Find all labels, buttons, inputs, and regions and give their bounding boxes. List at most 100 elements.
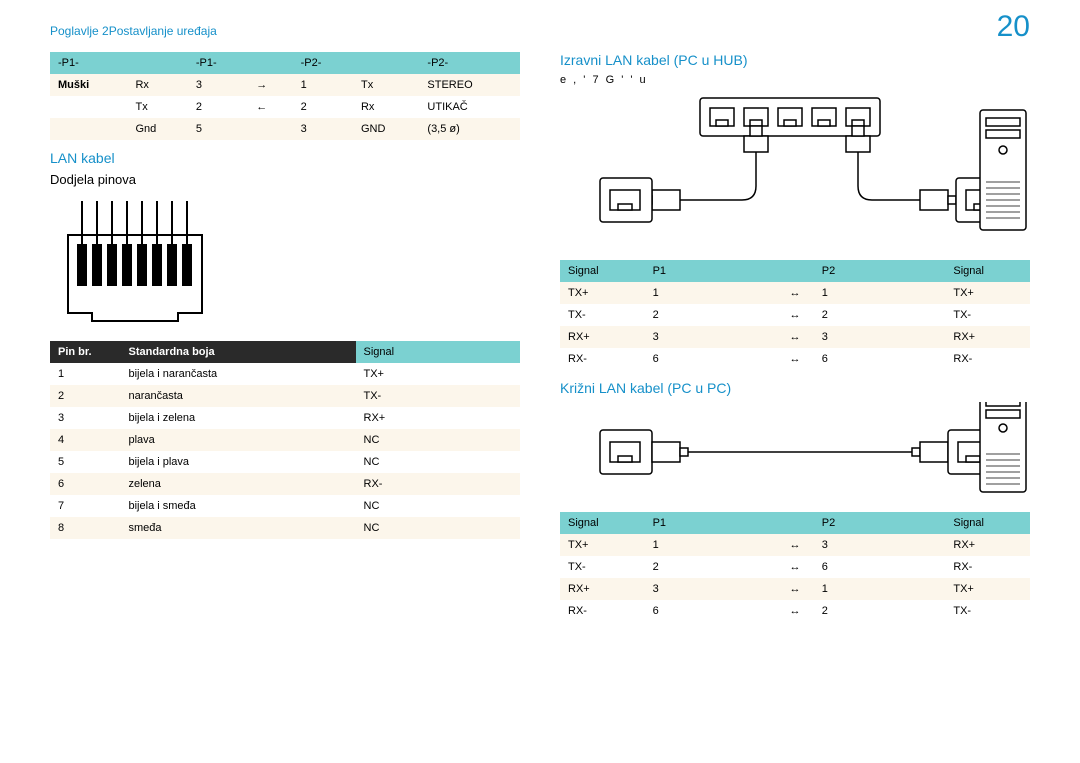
sig-cell: RX- <box>945 348 1030 370</box>
pin-table-body: 1bijela i narančastaTX+2narančastaTX-3bi… <box>50 363 520 539</box>
sig-cell: RX- <box>945 556 1030 578</box>
pin-cell: RX+ <box>356 407 521 429</box>
pin-cell: 7 <box>50 495 121 517</box>
toptable-cell <box>127 52 187 74</box>
sig-header: Signal <box>945 512 1030 534</box>
sig-cell: TX+ <box>945 578 1030 600</box>
pin-cell: RX- <box>356 473 521 495</box>
sig-cell: 3 <box>814 534 946 556</box>
toptable-cell: Muški <box>50 74 127 96</box>
sig-header: P1 <box>645 512 777 534</box>
pin-cell: 6 <box>50 473 121 495</box>
signal-col-header: Signal <box>356 341 521 363</box>
toptable-cell: (3,5 ø) <box>419 118 520 140</box>
pin-cell: narančasta <box>121 385 356 407</box>
toptable-cell: -P1- <box>50 52 127 74</box>
sig-cell: ↔ <box>776 556 814 578</box>
pin-table: Pin br. Standardna boja Signal 1bijela i… <box>50 341 520 539</box>
toptable-cell: 3 <box>188 74 248 96</box>
pin-cell: 2 <box>50 385 121 407</box>
pin-cell: NC <box>356 517 521 539</box>
page-number: 20 <box>997 10 1030 44</box>
sig-cell: 3 <box>645 326 777 348</box>
chapter-title: Poglavlje 2Postavljanje uređaja <box>50 24 217 38</box>
sig-cell: ↔ <box>776 304 814 326</box>
pin-cell: 5 <box>50 451 121 473</box>
direct-headers: SignalP1P2Signal <box>560 260 1030 282</box>
toptable-cell <box>248 52 292 74</box>
sig-cell: RX+ <box>945 534 1030 556</box>
direct-body: TX+1↔1TX+TX-2↔2TX-RX+3↔3RX+RX-6↔6RX- <box>560 282 1030 370</box>
sig-cell: ↔ <box>776 326 814 348</box>
color-col-header: Standardna boja <box>121 341 356 363</box>
pin-cell: 4 <box>50 429 121 451</box>
toptable-cell: Tx <box>127 96 187 118</box>
sig-cell: RX+ <box>560 326 645 348</box>
toptable-cell: 2 <box>293 96 353 118</box>
sig-cell: RX+ <box>945 326 1030 348</box>
pin-cell: bijela i zelena <box>121 407 356 429</box>
sig-cell: RX- <box>560 348 645 370</box>
left-column: -P1--P1--P2--P2-MuškiRx3→1TxSTEREOTx2←2R… <box>50 52 520 622</box>
sig-cell: 3 <box>814 326 946 348</box>
direct-diagram <box>560 90 1030 250</box>
pin-cell: NC <box>356 429 521 451</box>
pin-cell: 3 <box>50 407 121 429</box>
sig-header: P1 <box>645 260 777 282</box>
sig-cell: 2 <box>645 304 777 326</box>
sig-cell: 3 <box>645 578 777 600</box>
sig-cell: ↔ <box>776 282 814 304</box>
sig-cell: TX- <box>560 556 645 578</box>
pin-cell: bijela i smeđa <box>121 495 356 517</box>
sig-cell: ↔ <box>776 534 814 556</box>
p1-p2-body: -P1--P1--P2--P2-MuškiRx3→1TxSTEREOTx2←2R… <box>50 52 520 140</box>
toptable-cell: ← <box>248 96 292 118</box>
pin-cell: TX+ <box>356 363 521 385</box>
sig-header <box>776 512 814 534</box>
cross-title: Križni LAN kabel (PC u PC) <box>560 380 1030 396</box>
sig-cell: TX- <box>945 304 1030 326</box>
toptable-cell <box>50 118 127 140</box>
sig-cell: ↔ <box>776 600 814 622</box>
sig-cell: ↔ <box>776 348 814 370</box>
direct-table: SignalP1P2Signal TX+1↔1TX+TX-2↔2TX-RX+3↔… <box>560 260 1030 370</box>
sig-cell: 6 <box>645 600 777 622</box>
sig-cell: 1 <box>645 282 777 304</box>
pin-cell: bijela i narančasta <box>121 363 356 385</box>
pin-cell: zelena <box>121 473 356 495</box>
toptable-cell: 5 <box>188 118 248 140</box>
sig-header: P2 <box>814 260 946 282</box>
sig-header: Signal <box>560 260 645 282</box>
right-column: Izravni LAN kabel (PC u HUB) e , ' 7 G '… <box>560 52 1030 622</box>
sig-cell: 6 <box>814 556 946 578</box>
pin-cell: smeđa <box>121 517 356 539</box>
content-columns: -P1--P1--P2--P2-MuškiRx3→1TxSTEREOTx2←2R… <box>50 52 1030 622</box>
sig-header: P2 <box>814 512 946 534</box>
cross-headers: SignalP1P2Signal <box>560 512 1030 534</box>
toptable-cell <box>248 118 292 140</box>
toptable-cell: STEREO <box>419 74 520 96</box>
toptable-cell: 1 <box>293 74 353 96</box>
sig-cell: TX+ <box>945 282 1030 304</box>
pin-cell: TX- <box>356 385 521 407</box>
toptable-cell: 3 <box>293 118 353 140</box>
toptable-cell <box>353 52 419 74</box>
cross-body: TX+1↔3RX+TX-2↔6RX-RX+3↔1TX+RX-6↔2TX- <box>560 534 1030 622</box>
toptable-cell: GND <box>353 118 419 140</box>
sig-cell: TX+ <box>560 282 645 304</box>
pin-cell: bijela i plava <box>121 451 356 473</box>
sig-cell: ↔ <box>776 578 814 600</box>
sig-header: Signal <box>560 512 645 534</box>
sig-header <box>776 260 814 282</box>
gear-mark: e , ' 7 G ' ' u <box>560 74 1030 86</box>
sig-cell: TX- <box>560 304 645 326</box>
toptable-cell <box>50 96 127 118</box>
toptable-cell: UTIKAČ <box>419 96 520 118</box>
sig-cell: 6 <box>814 348 946 370</box>
sig-cell: 2 <box>645 556 777 578</box>
pin-cell: 1 <box>50 363 121 385</box>
cross-diagram <box>560 402 1030 502</box>
chapter-label: Poglavlje 2 <box>50 24 109 38</box>
p1-p2-table: -P1--P1--P2--P2-MuškiRx3→1TxSTEREOTx2←2R… <box>50 52 520 140</box>
toptable-cell: 2 <box>188 96 248 118</box>
